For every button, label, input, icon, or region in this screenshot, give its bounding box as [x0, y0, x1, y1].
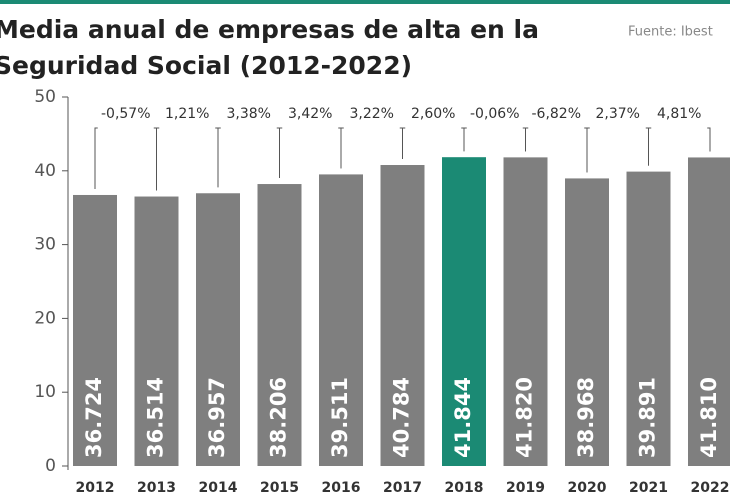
y-tick-label: 40 — [34, 161, 56, 181]
value-label: 39.891 — [636, 377, 660, 458]
bar — [380, 165, 425, 466]
change-label-bg — [220, 118, 277, 138]
bar — [503, 157, 548, 466]
x-tick-label: 2015 — [260, 480, 299, 496]
x-tick-label: 2016 — [322, 480, 361, 496]
x-tick-label: 2014 — [199, 480, 238, 496]
change-label: 3,38% — [227, 106, 271, 122]
bar — [319, 174, 363, 466]
value-label: 40.784 — [390, 377, 414, 458]
value-label: 38.206 — [267, 377, 291, 458]
value-label: 36.724 — [82, 377, 106, 458]
bar — [565, 178, 609, 467]
change-label: 3,42% — [288, 106, 332, 122]
x-tick-label: 2020 — [568, 480, 607, 496]
change-label-bg — [589, 118, 646, 138]
y-tick-label: 50 — [34, 87, 56, 107]
change-label-bg — [343, 118, 400, 138]
bar — [73, 194, 117, 467]
value-label: 39.511 — [328, 377, 352, 458]
value-label: 36.514 — [144, 377, 168, 458]
chart-title: Media anual de empresas de alta en la — [0, 15, 539, 44]
value-label: 41.820 — [513, 377, 537, 458]
change-label-bg — [651, 118, 708, 138]
chart-title: Seguridad Social (2012-2022) — [0, 51, 412, 80]
source: Fuente: Ibest — [628, 25, 713, 40]
change-label: 1,21% — [165, 106, 209, 122]
value-label: 36.957 — [205, 377, 229, 458]
bar — [626, 171, 671, 466]
x-tick-label: 2022 — [691, 480, 730, 496]
change-label-bg — [282, 118, 339, 138]
bar — [688, 157, 730, 466]
x-tick-label: 2021 — [629, 480, 668, 496]
change-label: 2,37% — [596, 106, 640, 122]
x-tick-label: 2018 — [445, 480, 484, 496]
top-strip — [0, 0, 730, 4]
change-label: 2,60% — [411, 106, 455, 122]
x-tick-label: 2019 — [506, 480, 545, 496]
x-tick-label: 2013 — [137, 480, 176, 496]
y-tick-label: 0 — [45, 456, 56, 476]
value-label: 41.844 — [451, 377, 475, 458]
change-label: 3,22% — [350, 106, 394, 122]
change-label-bg — [405, 118, 462, 138]
y-tick-label: 20 — [34, 308, 56, 328]
change-label-bg — [97, 118, 154, 138]
change-label: -0,57% — [101, 106, 151, 122]
change-label-bg — [466, 118, 523, 138]
x-tick-label: 2017 — [383, 480, 422, 496]
y-tick-label: 30 — [34, 235, 56, 255]
change-label-bg — [528, 118, 585, 138]
bar — [196, 193, 240, 467]
change-label-bg — [159, 118, 216, 138]
change-label: -0,06% — [470, 106, 520, 122]
change-label: -6,82% — [531, 106, 581, 122]
bar — [257, 184, 302, 466]
y-tick-label: 10 — [34, 382, 56, 402]
value-label: 38.968 — [574, 377, 598, 458]
bar — [442, 157, 486, 466]
x-tick-label: 2012 — [76, 480, 115, 496]
change-label: 4,81% — [657, 106, 701, 122]
value-label: 41.810 — [697, 377, 721, 458]
bar — [134, 196, 179, 467]
